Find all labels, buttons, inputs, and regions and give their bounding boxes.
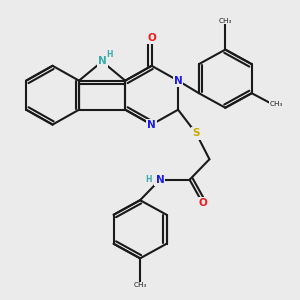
Text: O: O [199,199,207,208]
Text: N: N [98,56,106,67]
Text: CH₃: CH₃ [269,101,283,107]
Text: N: N [155,175,164,185]
Text: S: S [193,128,200,139]
Text: H: H [145,175,152,184]
Text: CH₃: CH₃ [134,282,147,288]
Text: N: N [174,76,182,85]
Text: N: N [147,120,156,130]
Text: H: H [106,50,112,59]
Text: O: O [147,33,156,43]
Text: CH₃: CH₃ [219,17,232,23]
